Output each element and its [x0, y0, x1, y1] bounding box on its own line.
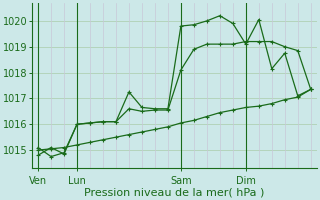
X-axis label: Pression niveau de la mer( hPa ): Pression niveau de la mer( hPa )	[84, 187, 265, 197]
